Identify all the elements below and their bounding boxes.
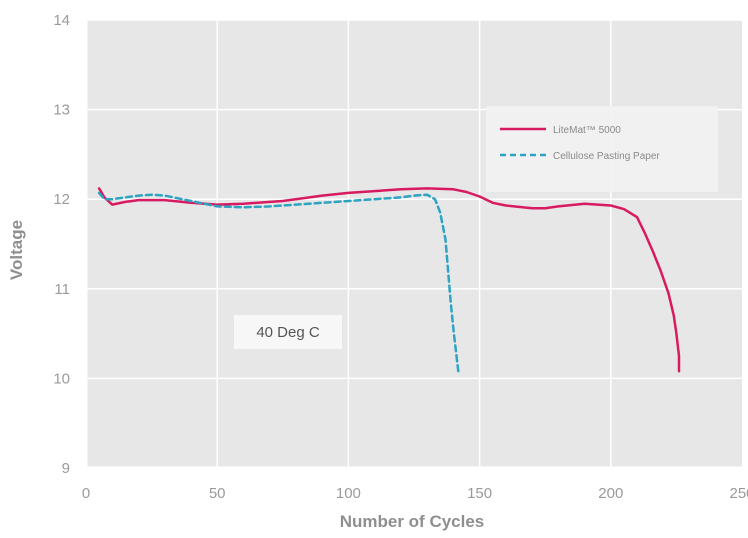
y-tick-label: 12 [53,191,70,208]
gridlines [78,19,742,469]
y-tick-label: 9 [62,460,70,477]
x-tick-label: 100 [336,485,361,502]
series-line-cellulose [97,191,460,376]
y-axis-title: Voltage [7,220,26,280]
y-tick-label: 13 [53,102,70,119]
legend-label-cellulose: Cellulose Pasting Paper [553,151,660,162]
x-tick-label: 50 [209,485,226,502]
y-tick-label: 10 [53,370,70,387]
legend-box [486,106,718,192]
x-tick-labels: 0 50 100 150 200 250 [82,485,748,502]
annotation-box [234,315,342,349]
legend: LiteMat™ 5000 Cellulose Pasting Paper [486,106,718,192]
plot-area [86,20,742,468]
x-tick-label: 250 [729,485,748,502]
plot-white-border [76,10,748,478]
x-axis-title: Number of Cycles [340,512,485,531]
x-tick-label: 0 [82,485,90,502]
y-tick-label: 14 [53,12,70,29]
y-tick-labels: 9 10 11 12 13 14 [53,12,70,477]
annotation: 40 Deg C [234,315,342,349]
series-lines [97,187,681,376]
legend-label-litemat: LiteMat™ 5000 [553,125,621,136]
x-tick-label: 200 [598,485,623,502]
series-line-litemat [97,187,681,373]
x-tick-label: 150 [467,485,492,502]
annotation-text: 40 Deg C [256,324,320,341]
y-tick-label: 11 [54,281,70,298]
